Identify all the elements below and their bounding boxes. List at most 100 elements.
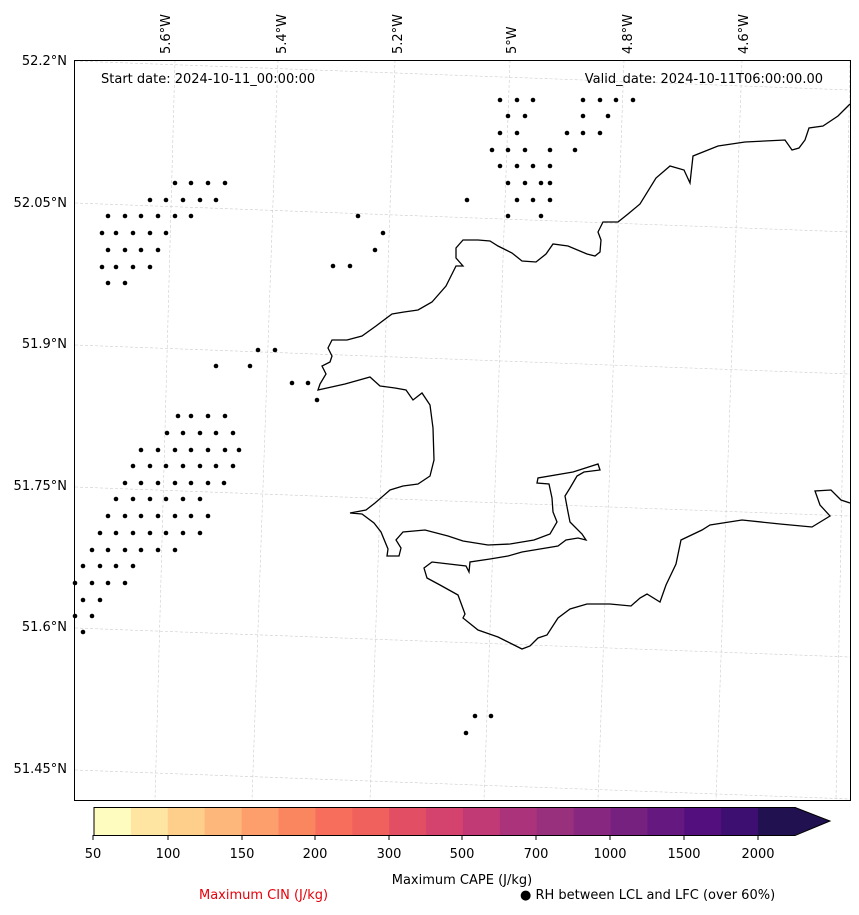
rh-dot [147, 463, 153, 469]
cin-legend-label: Maximum CIN (J/kg) [199, 888, 329, 903]
rh-dot [464, 197, 470, 203]
lon-label: 4.8°W [621, 14, 636, 54]
rh-dot [205, 480, 211, 486]
rh-dot [547, 180, 553, 186]
rh-dot [213, 363, 219, 369]
colorbar-tick-label: 500 [450, 847, 475, 862]
rh-dot [130, 496, 136, 502]
lat-label: 52.2°N [22, 54, 67, 69]
colorbar-swatch [647, 807, 685, 835]
rh-dot [188, 413, 194, 419]
rh-dot [113, 264, 119, 270]
rh-dot [522, 147, 528, 153]
rh-dot [613, 97, 619, 103]
rh-dot [105, 513, 111, 519]
rh-dot [130, 530, 136, 536]
rh-dot [630, 97, 636, 103]
rh-dot [105, 547, 111, 553]
rh-dot [89, 613, 95, 619]
colorbar-tick-label: 50 [85, 847, 102, 862]
rh-dot [155, 247, 161, 253]
rh-dot [488, 713, 494, 719]
rh-dot [188, 447, 194, 453]
rh-dot [597, 130, 603, 136]
rh-dot [122, 547, 128, 553]
rh-dot [172, 547, 178, 553]
colorbar-tick-label: 300 [377, 847, 402, 862]
rh-dot [522, 180, 528, 186]
rh-dot [180, 530, 186, 536]
rh-dot [113, 563, 119, 569]
rh-dot [230, 430, 236, 436]
rh-dot [355, 213, 361, 219]
rh-dot [572, 147, 578, 153]
colorbar-tick-label: 2000 [741, 847, 774, 862]
rh-dot [147, 530, 153, 536]
start-date-text: Start date: 2024-10-11_00:00:00 [101, 72, 315, 87]
rh-dot [188, 513, 194, 519]
rh-dot [138, 247, 144, 253]
lon-label: 5.2°W [391, 14, 406, 54]
rh-dot [538, 180, 544, 186]
rh-dot [147, 264, 153, 270]
rh-dot [172, 213, 178, 219]
rh-dot [580, 113, 586, 119]
rh-dot [255, 347, 261, 353]
rh-dot [205, 513, 211, 519]
rh-dot [205, 180, 211, 186]
colorbar-swatch [94, 807, 132, 835]
rh-dot [80, 597, 86, 603]
rh-dot [580, 130, 586, 136]
rh-dot [505, 180, 511, 186]
colorbar-swatch [462, 807, 501, 835]
rh-dot [147, 230, 153, 236]
lon-label: 5.6°W [159, 14, 174, 54]
rh-dot [505, 113, 511, 119]
rh-dot [530, 97, 536, 103]
colorbar-swatch [278, 807, 316, 835]
rh-dot [197, 530, 203, 536]
rh-dot [505, 213, 511, 219]
colorbar-swatch [352, 807, 390, 835]
colorbar-title: Maximum CAPE (J/kg) [392, 873, 532, 888]
lon-label: 5°W [505, 26, 520, 54]
rh-dot [175, 413, 181, 419]
lon-label: 4.6°W [737, 14, 752, 54]
rh-dot [236, 447, 242, 453]
lat-label: 52.05°N [14, 196, 67, 211]
rh-dot [188, 213, 194, 219]
rh-dot [113, 496, 119, 502]
rh-dot [472, 713, 478, 719]
rh-dot [122, 280, 128, 286]
rh-dot [122, 247, 128, 253]
rh-dot [497, 97, 503, 103]
rh-dot [180, 197, 186, 203]
rh-dot [197, 463, 203, 469]
rh-dot [97, 530, 103, 536]
rh-dots [72, 97, 636, 736]
graticule [74, 59, 851, 801]
lat-label: 51.9°N [22, 337, 67, 352]
rh-dot [514, 163, 520, 169]
colorbar-tick-label: 200 [303, 847, 328, 862]
lon-label: 5.4°W [275, 14, 290, 54]
rh-dot [489, 147, 495, 153]
rh-dot [272, 347, 278, 353]
lat-label: 51.45°N [14, 762, 67, 777]
rh-dot [172, 447, 178, 453]
rh-dot [155, 447, 161, 453]
rh-dot [99, 264, 105, 270]
colorbar-swatch [721, 807, 759, 835]
rh-dot [130, 230, 136, 236]
rh-dot [347, 263, 353, 269]
rh-dot [314, 397, 320, 403]
rh-dot [105, 280, 111, 286]
rh-dot [221, 480, 227, 486]
colorbar-tick-label: 700 [524, 847, 549, 862]
lat-label: 51.6°N [22, 620, 67, 635]
colorbar-swatch [536, 807, 575, 835]
rh-dot [155, 213, 161, 219]
colorbar-swatch [241, 807, 280, 835]
rh-dot [580, 97, 586, 103]
